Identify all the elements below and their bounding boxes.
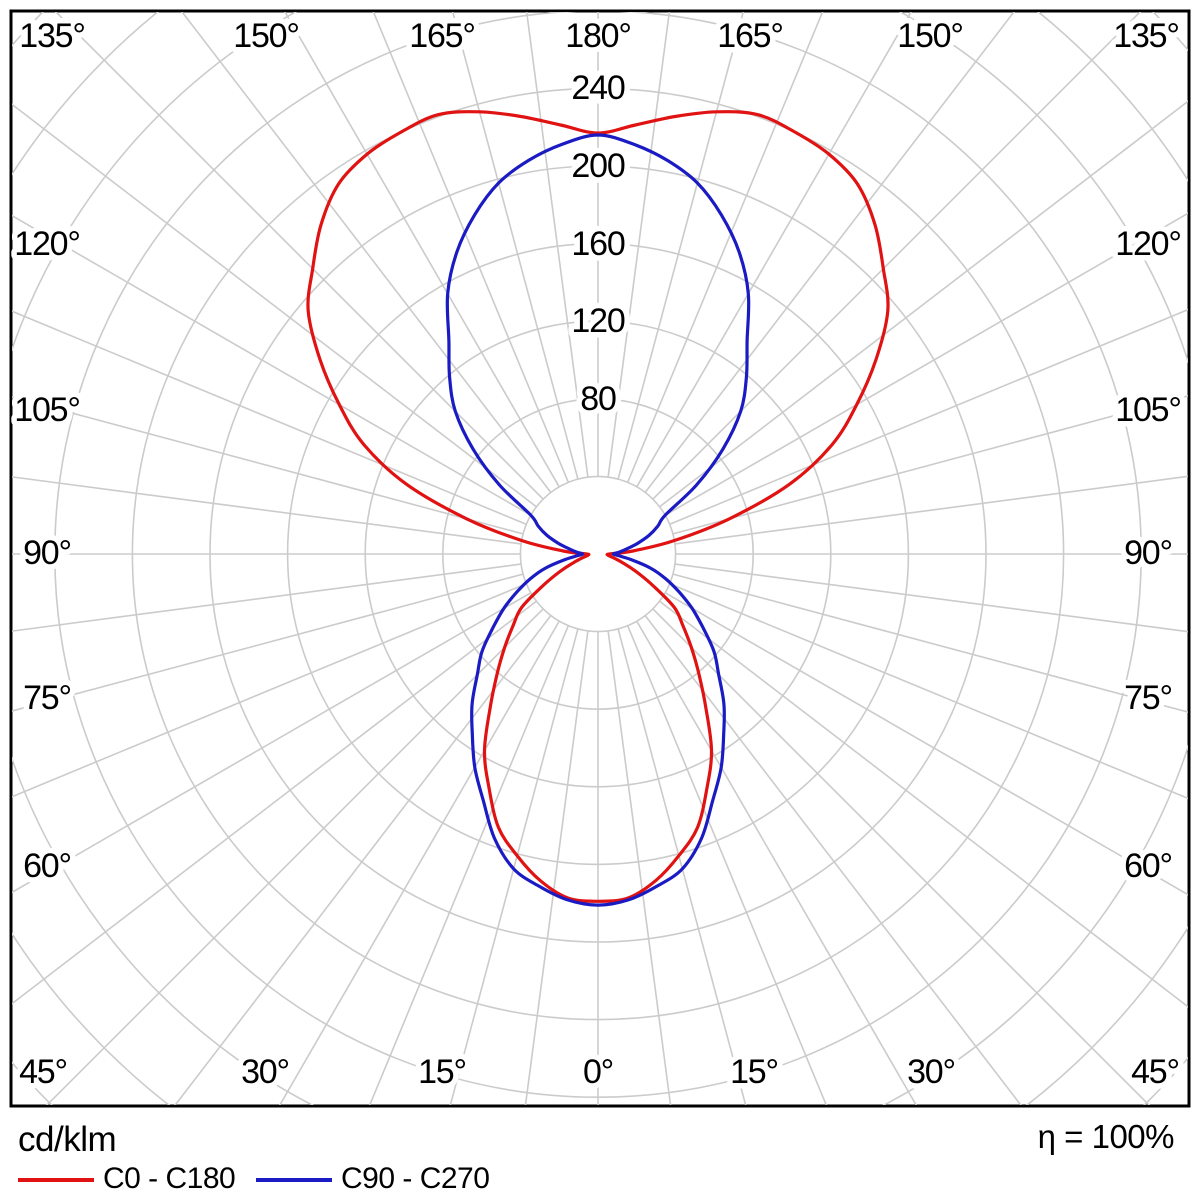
angle-label-right: 60° — [1124, 847, 1172, 885]
grid-spoke — [45, 608, 544, 1105]
grid-spoke — [617, 12, 745, 480]
legend-item-c90-c270: C90 - C270 — [256, 1162, 490, 1197]
grid-spoke — [181, 12, 552, 493]
grid-spoke — [672, 573, 1188, 713]
grid-spoke — [12, 396, 524, 535]
angle-label-right: 105° — [1115, 391, 1181, 429]
legend-item-c0-c180: C0 - C180 — [18, 1162, 236, 1197]
radial-tick-label: 240 — [571, 69, 624, 107]
grid-spoke — [626, 12, 824, 483]
radial-tick-label: 120 — [571, 302, 624, 340]
angle-label-top: 180° — [565, 17, 631, 55]
grid-spoke — [174, 615, 552, 1105]
grid-spoke — [674, 563, 1188, 633]
grid-spoke — [54, 12, 544, 500]
grid-spoke — [524, 630, 589, 1105]
radial-tick-label: 200 — [571, 147, 624, 185]
grid-spoke — [12, 600, 537, 1005]
grid-spoke — [451, 12, 579, 480]
legend-label: C90 - C270 — [341, 1162, 490, 1195]
angle-label-top: 135° — [1113, 17, 1179, 55]
grid-spoke — [12, 214, 532, 516]
angle-label-left: 120° — [14, 225, 80, 263]
grid-spoke — [664, 212, 1188, 516]
intensity-curves — [306, 110, 890, 907]
grid-spoke — [12, 103, 537, 508]
grid-spoke — [12, 592, 532, 894]
grid-spoke — [652, 12, 1142, 500]
grid-spoke — [617, 628, 747, 1105]
angle-label-bottom: 0° — [583, 1053, 613, 1091]
legend-line-red — [18, 1178, 94, 1182]
grid-spoke — [284, 12, 560, 488]
grid-spoke — [636, 12, 912, 488]
radial-tick-label: 80 — [580, 380, 616, 418]
grid-spoke — [644, 615, 1022, 1105]
angle-label-bottom: 30° — [241, 1053, 289, 1091]
angle-label-bottom: 15° — [418, 1053, 466, 1091]
grid-spoke — [525, 12, 589, 478]
legend-line-blue — [256, 1178, 332, 1182]
grid-spoke — [636, 620, 918, 1105]
angle-label-left: 105° — [14, 391, 80, 429]
angle-label-left: 90° — [23, 534, 71, 572]
grid-spoke — [659, 100, 1188, 508]
grid-spoke — [626, 625, 828, 1105]
angle-label-right: 90° — [1124, 534, 1172, 572]
angle-label-top: 150° — [897, 17, 963, 55]
grid-spoke — [12, 582, 527, 798]
radial-tick-label: 160 — [571, 225, 624, 263]
angle-label-bottom: 45° — [19, 1053, 67, 1091]
grid-spoke — [664, 592, 1188, 896]
grid-spoke — [372, 12, 570, 483]
grid-spoke — [368, 625, 570, 1105]
angle-label-right: 120° — [1115, 225, 1181, 263]
chart-frame — [9, 9, 1191, 1108]
grid-spoke — [674, 475, 1188, 545]
unit-label: cd/klm — [18, 1120, 117, 1159]
angle-label-top: 165° — [409, 17, 475, 55]
grid-spoke — [12, 476, 522, 545]
angle-label-top: 165° — [717, 17, 783, 55]
grid-spoke — [12, 573, 524, 712]
angle-label-bottom: 15° — [730, 1053, 778, 1091]
grid-spoke — [607, 12, 671, 478]
efficiency-label: η = 100% — [1037, 1118, 1175, 1155]
curve-c0-c180 — [306, 110, 890, 903]
grid-spoke — [607, 630, 672, 1105]
grid-spoke — [652, 608, 1151, 1105]
grid-spoke — [672, 395, 1188, 535]
grid-spoke — [449, 628, 579, 1105]
grid-spoke — [644, 12, 1015, 493]
curve-c90-c270 — [445, 133, 751, 907]
grid-spoke — [12, 563, 522, 632]
angle-label-top: 135° — [19, 17, 85, 55]
angle-label-bottom: 30° — [907, 1053, 955, 1091]
angle-label-left: 60° — [23, 847, 71, 885]
legend-label: C0 - C180 — [103, 1162, 236, 1195]
angle-label-right: 75° — [1124, 679, 1172, 717]
angle-label-top: 150° — [233, 17, 299, 55]
axis-labels: 135° 150° 165° 180° 165° 150° 135° 45° 30° 15° 0° 1… — [9, 12, 1188, 1097]
angle-label-left: 75° — [23, 679, 71, 717]
grid-spoke — [669, 582, 1188, 800]
grid-spoke — [278, 620, 560, 1105]
angle-label-bottom: 45° — [1131, 1053, 1179, 1091]
grid-spoke — [659, 600, 1188, 1008]
